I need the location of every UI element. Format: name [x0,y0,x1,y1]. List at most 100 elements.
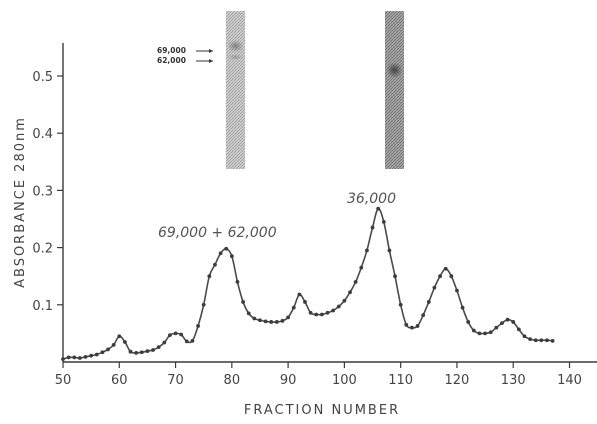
x-tick-label: 50 [55,373,72,388]
x-tick-label: 90 [280,373,297,388]
data-point [106,347,110,352]
data-point [258,318,262,323]
x-tick-label: 110 [388,373,413,388]
x-tick-label: 60 [111,373,128,388]
data-point [381,219,386,224]
data-point [545,338,549,343]
data-point [66,355,71,360]
data-point [410,325,414,330]
data-point [365,248,369,253]
peak-annotation-36000: 36,000 [347,191,396,207]
data-point [404,322,409,327]
data-point [325,310,330,315]
data-point [291,305,296,310]
absorbance-curve [62,207,553,360]
x-axis-title: FRACTION NUMBER [244,403,400,418]
data-point [241,300,245,304]
data-point [156,345,161,350]
x-tick-label: 70 [167,373,184,388]
data-point [443,266,448,271]
gel-strip-1 [226,11,245,169]
data-point [213,262,217,267]
data-point [117,334,122,339]
data-point [162,340,167,345]
data-point [455,288,459,293]
y-tick-label: 0.4 [32,127,53,142]
data-point [376,206,381,211]
gel-strip-2 [385,11,404,169]
x-ticks: 50 60 70 80 90 100 110 120 130 140 [55,362,582,388]
data-point [83,354,88,359]
peak-annotation-69000-62000: 69,000 + 62,000 [158,225,277,241]
data-point [460,305,465,310]
x-tick-label: 140 [557,373,582,388]
data-point [190,338,195,343]
data-point [500,321,504,325]
data-point [207,274,212,279]
data-point [297,292,302,297]
data-point [218,251,223,256]
gel-band-62000 [228,54,243,60]
y-ticks: 0.1 0.2 0.3 0.4 0.5 [32,70,63,314]
data-point [100,350,105,355]
data-point [342,298,347,303]
data-point [314,312,319,317]
data-point [449,274,454,279]
data-point [201,302,206,307]
data-point [274,320,279,324]
gel-label-62000: 62,000 [157,56,186,65]
x-tick-label: 130 [501,373,526,388]
gel-label-69000: 69,000 [157,46,186,55]
y-tick-label: 0.5 [32,70,53,85]
data-point [483,331,487,336]
data-point [539,338,544,343]
y-tick-label: 0.3 [32,184,53,199]
data-point [348,290,352,295]
data-point [393,274,397,279]
data-point [466,320,471,324]
gel-arrowhead-69000 [209,49,213,53]
data-point [89,353,94,358]
data-point [528,337,533,342]
gel-band-36000 [386,62,403,78]
data-point [303,300,307,304]
data-point [173,331,178,336]
data-points [61,206,555,362]
data-point [263,319,268,324]
data-point [72,355,77,360]
data-point [61,357,65,362]
data-point [533,338,538,343]
data-point [179,332,184,337]
data-point [134,350,139,355]
y-axis-title: ABSORBANCE 280nm [13,116,28,288]
data-point [550,338,555,343]
data-point [359,265,364,270]
data-point [184,339,189,344]
data-point [432,285,437,290]
data-point [94,352,99,357]
data-point [471,328,476,333]
data-point [477,331,482,336]
data-point [336,304,341,309]
data-point [246,311,251,316]
gel-strip-1-body [226,11,245,169]
data-point [421,313,426,317]
data-point [511,320,516,324]
data-point [286,315,291,320]
data-point [426,300,431,304]
data-point [522,334,527,339]
data-point [516,327,521,332]
data-point [353,280,358,284]
data-point [77,356,82,360]
data-point [398,302,403,307]
data-point [252,316,257,321]
data-point [168,333,172,338]
gel-strip-2-body [385,11,404,169]
data-point [145,349,150,354]
data-point [505,317,510,322]
data-point [280,318,285,323]
data-point [196,324,200,328]
data-point [123,340,127,344]
